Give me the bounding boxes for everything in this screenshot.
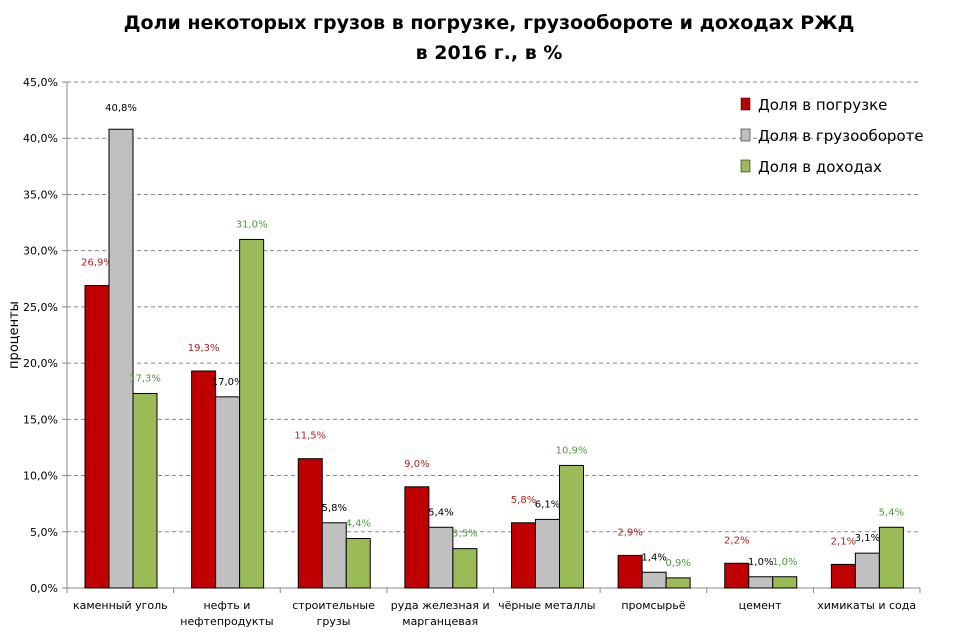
data-label: 1,4% xyxy=(641,552,666,563)
bar-1 xyxy=(641,571,667,589)
legend-swatch xyxy=(740,97,751,111)
data-label: 26,9% xyxy=(81,258,113,269)
bar-2 xyxy=(665,577,691,589)
bar-0 xyxy=(617,554,643,589)
data-label: 2,9% xyxy=(617,527,642,538)
bar-1 xyxy=(535,518,560,589)
bar-0 xyxy=(511,522,536,589)
x-tick-label: грузы xyxy=(317,615,351,628)
x-tick-label: строительные xyxy=(292,599,375,612)
data-label: 11,5% xyxy=(294,431,326,442)
legend-entry: Доля в доходах xyxy=(758,158,882,176)
data-label: 5,4% xyxy=(428,507,453,518)
data-label: 1,0% xyxy=(748,557,773,568)
y-tick-label: 15,0% xyxy=(23,413,58,426)
x-tick-label: руда железная и xyxy=(391,599,490,612)
data-label: 6,1% xyxy=(535,499,560,510)
data-label: 17,3% xyxy=(129,373,161,384)
y-tick-label: 0,0% xyxy=(30,582,58,595)
data-label: 0,9% xyxy=(665,558,690,569)
bar-1 xyxy=(108,128,134,589)
data-label: 3,1% xyxy=(855,533,880,544)
x-tick-label: промсырьё xyxy=(621,599,685,612)
x-tick-label: цемент xyxy=(739,599,783,612)
x-tick-label: чёрные металлы xyxy=(498,599,595,612)
legend-entry: Доля в погрузке xyxy=(758,96,887,114)
chart-title: Доли некоторых грузов в погрузке, грузоо… xyxy=(123,12,855,34)
bar-2 xyxy=(559,464,584,589)
bar-2 xyxy=(878,526,904,589)
bar-0 xyxy=(724,562,750,589)
data-label: 40,8% xyxy=(105,103,137,114)
y-tick-label: 35,0% xyxy=(23,188,58,201)
bar-0 xyxy=(84,285,110,589)
y-tick-label: 5,0% xyxy=(30,526,58,539)
legend-swatch xyxy=(740,128,751,142)
x-tick-label: химикаты и сода xyxy=(817,599,916,612)
data-label: 3,5% xyxy=(452,529,477,540)
data-label: 2,1% xyxy=(831,536,856,547)
y-axis-label: проценты xyxy=(7,301,22,369)
data-label: 19,3% xyxy=(188,343,220,354)
bar-0 xyxy=(830,563,856,589)
data-label: 10,9% xyxy=(556,445,588,456)
bar-1 xyxy=(854,552,880,589)
data-label: 5,4% xyxy=(879,507,904,518)
x-tick-label: нефть и xyxy=(203,599,250,612)
bar-2 xyxy=(452,548,478,589)
x-tick-label: нефтепродукты xyxy=(180,615,273,628)
legend-swatch xyxy=(740,159,751,173)
y-tick-label: 25,0% xyxy=(23,301,58,314)
y-tick-label: 10,0% xyxy=(23,470,58,483)
y-tick-label: 30,0% xyxy=(23,245,58,258)
data-label: 5,8% xyxy=(511,495,536,506)
data-label: 2,2% xyxy=(724,535,749,546)
bar-1 xyxy=(215,396,241,589)
bar-2 xyxy=(132,392,158,589)
bar-2 xyxy=(772,576,798,589)
y-tick-label: 45,0% xyxy=(23,76,58,89)
data-label: 5,8% xyxy=(322,503,347,514)
x-tick-label: марганцевая xyxy=(402,615,478,628)
bar-1 xyxy=(428,526,454,589)
bar-0 xyxy=(297,458,323,589)
data-label: 17,0% xyxy=(212,377,244,388)
data-label: 4,4% xyxy=(346,519,371,530)
bar-0 xyxy=(404,486,430,589)
bar-1 xyxy=(748,576,774,589)
data-label: 9,0% xyxy=(404,459,429,470)
y-tick-label: 20,0% xyxy=(23,357,58,370)
x-tick-label: каменный уголь xyxy=(73,599,168,612)
data-label: 31,0% xyxy=(236,219,268,230)
bar-2 xyxy=(239,238,265,589)
bar-2 xyxy=(345,538,371,589)
bar-1 xyxy=(321,522,347,589)
bar-0 xyxy=(191,370,217,589)
legend-entry: Доля в грузообороте xyxy=(758,127,924,145)
y-tick-label: 40,0% xyxy=(23,132,58,145)
chart-subtitle: в 2016 г., в % xyxy=(415,42,563,64)
data-label: 1,0% xyxy=(772,557,797,568)
